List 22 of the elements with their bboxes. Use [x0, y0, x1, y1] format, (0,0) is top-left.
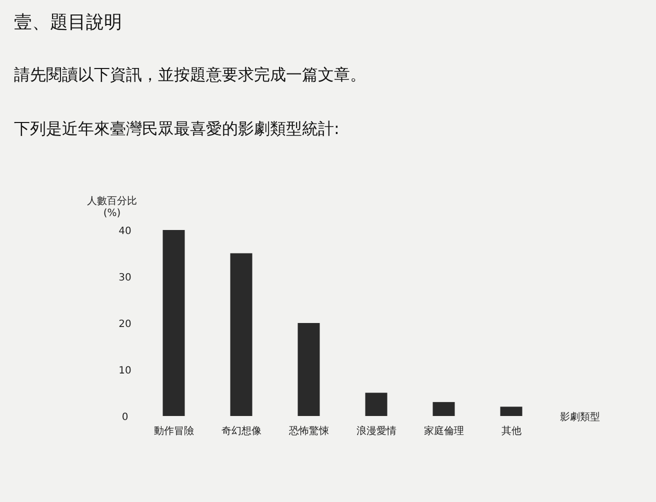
bar	[500, 406, 522, 416]
y-tick-label: 30	[118, 272, 132, 284]
x-tick-label: 奇幻想像	[221, 425, 262, 437]
bar	[230, 253, 252, 416]
bar	[298, 323, 320, 416]
text: 壹、題目說明	[14, 12, 122, 33]
bar	[162, 230, 185, 416]
x-tick-label: 浪漫愛情	[356, 425, 396, 437]
y-axis-title: 人數百分比 (%)	[87, 195, 137, 219]
x-tick-label: 家庭倫理	[424, 425, 464, 437]
y-tick-label: 20	[118, 319, 132, 330]
chart-title: 下列是近年來臺灣民眾最喜愛的影劇類型統計:	[14, 119, 340, 138]
text: 請先閱讀以下資訊，並按題意要求完成一篇文章。	[14, 65, 366, 84]
y-tick-label: 40	[118, 226, 132, 237]
bar	[432, 402, 455, 416]
x-tick-label: 其他	[501, 425, 522, 437]
x-axis-title: 影劇類型	[560, 411, 600, 423]
x-tick-label: 恐怖驚悚	[288, 425, 329, 437]
bar	[365, 392, 388, 416]
y-tick-label: 10	[118, 366, 132, 376]
y-tick-label: 0	[122, 412, 128, 423]
x-tick-label: 動作冒險	[154, 425, 194, 437]
